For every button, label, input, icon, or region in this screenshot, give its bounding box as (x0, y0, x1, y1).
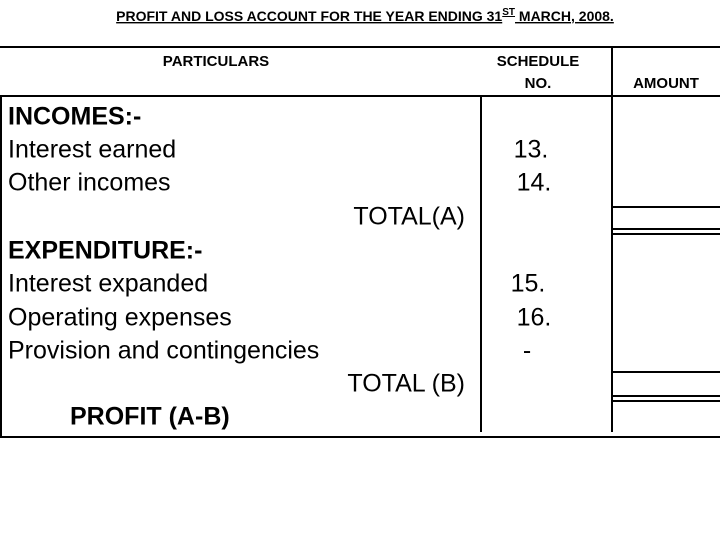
title-rest: MARCH, 2008. (515, 8, 614, 24)
title-main: PROFIT AND LOSS ACCOUNT FOR THE YEAR END… (116, 8, 502, 24)
schedule-no: 15. (511, 270, 546, 298)
schedule-no: 13. (514, 136, 549, 164)
total-label: TOTAL(A) (353, 203, 465, 231)
profit-label: PROFIT (A-B) (70, 403, 230, 431)
row-label: Other incomes (8, 169, 171, 197)
row-label: Interest earned (8, 136, 176, 164)
title: PROFIT AND LOSS ACCOUNT FOR THE YEAR END… (116, 7, 614, 24)
row-label: Interest expanded (8, 270, 208, 298)
schedule-no: - (523, 337, 531, 365)
row-label: Operating expenses (8, 304, 232, 332)
header-schedule: SCHEDULE (497, 53, 580, 70)
total-label: TOTAL (B) (347, 370, 465, 398)
schedule-no: 16. (517, 304, 552, 332)
section-label: EXPENDITURE:- (8, 237, 202, 265)
schedule-no: 14. (517, 169, 552, 197)
header-amount: AMOUNT (633, 75, 699, 92)
section-label: INCOMES:- (8, 103, 141, 131)
header-particulars: PARTICULARS (163, 53, 269, 70)
header-schedule: NO. (525, 75, 552, 92)
row-label: Provision and contingencies (8, 337, 319, 365)
title-superscript: ST (502, 7, 515, 18)
